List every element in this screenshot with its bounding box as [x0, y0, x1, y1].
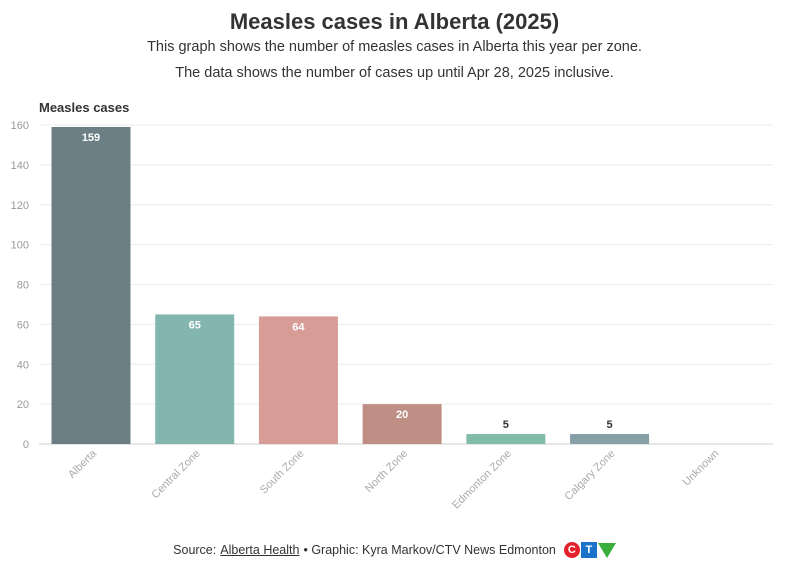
graphic-credit: • Graphic: Kyra Markov/CTV News Edmonton	[303, 543, 556, 557]
y-tick-label: 160	[11, 120, 29, 132]
x-tick-label: Edmonton Zone	[450, 448, 514, 512]
bar-south-zone	[258, 316, 338, 444]
footer: Source: Alberta Health • Graphic: Kyra M…	[0, 542, 789, 558]
y-tick-label: 120	[11, 200, 29, 212]
data-label: 64	[292, 321, 305, 333]
y-tick-label: 60	[17, 319, 29, 331]
bar-alberta	[51, 126, 131, 445]
chart-title: Measles cases in Alberta (2025)	[229, 9, 560, 34]
data-label: 159	[82, 132, 100, 144]
chart-subtitle-line1: This graph shows the number of measles c…	[147, 39, 642, 55]
y-axis-label: Measles cases	[39, 100, 130, 115]
x-tick-label: Calgary Zone	[563, 448, 618, 503]
source-prefix: Source:	[173, 543, 217, 557]
y-tick-label: 100	[11, 240, 29, 252]
y-tick-label: 80	[17, 280, 29, 292]
source-link[interactable]: Alberta Health	[220, 543, 300, 557]
y-tick-label: 40	[17, 359, 29, 371]
x-tick-label: North Zone	[363, 448, 410, 495]
bar-central-zone	[155, 314, 235, 444]
y-tick-label: 140	[11, 160, 29, 172]
x-tick-label: Alberta	[66, 447, 100, 481]
data-label: 20	[396, 409, 408, 421]
y-tick-label: 0	[23, 439, 29, 451]
data-label: 5	[503, 419, 509, 431]
chart-subtitle-line2: The data shows the number of cases up un…	[175, 65, 614, 81]
bar-north-zone	[362, 404, 442, 444]
data-label: 65	[189, 319, 201, 331]
x-tick-label: Central Zone	[149, 448, 202, 501]
data-label: 5	[607, 419, 613, 431]
bar-edmonton-zone	[466, 434, 546, 444]
bar-calgary-zone	[570, 434, 650, 444]
x-tick-label: South Zone	[258, 448, 307, 497]
x-tick-label: Unknown	[680, 448, 721, 489]
y-tick-label: 20	[17, 399, 29, 411]
